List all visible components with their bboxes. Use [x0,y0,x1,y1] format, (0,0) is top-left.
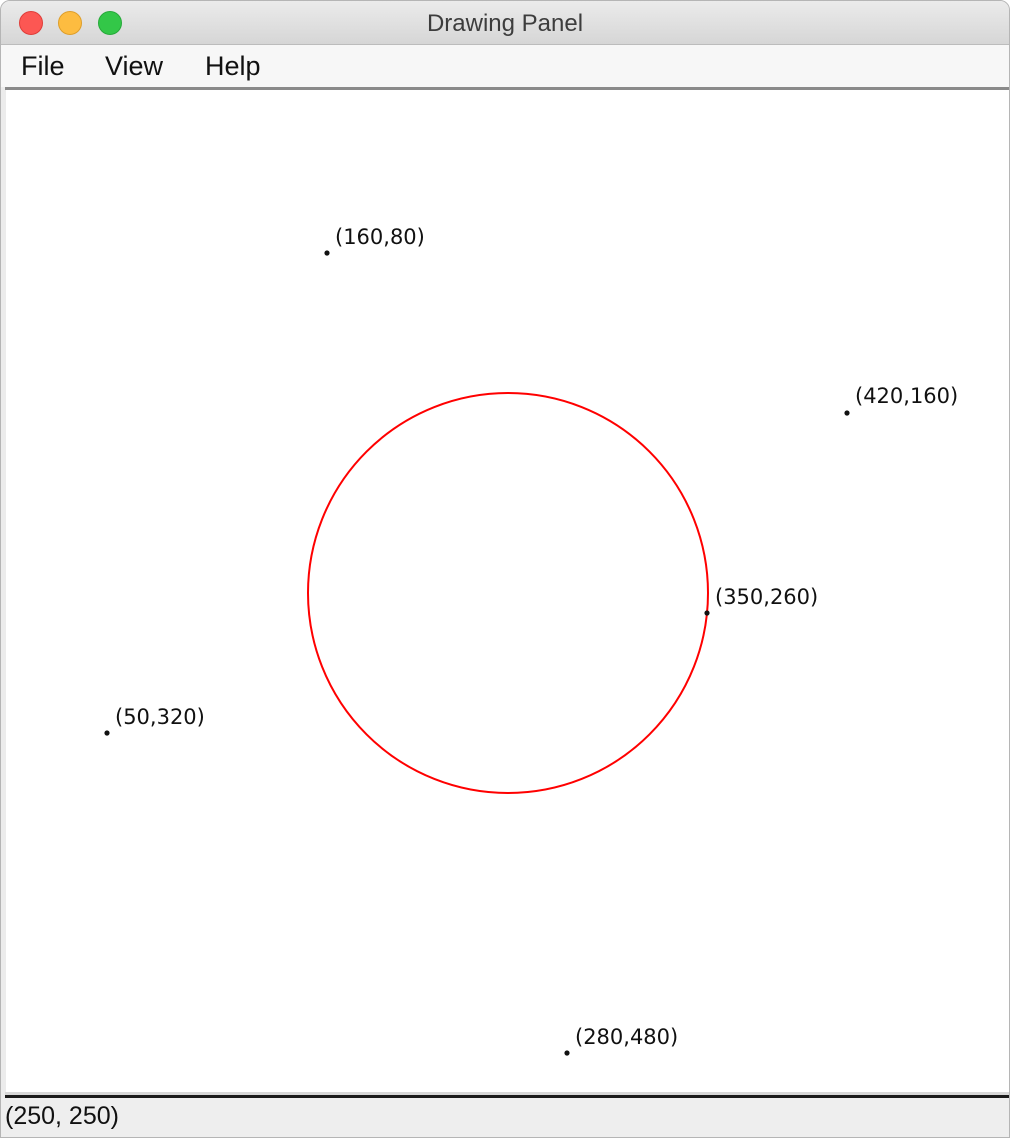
point-label: (280,480) [575,1025,678,1049]
point-marker [844,410,850,416]
window-title: Drawing Panel [426,10,584,37]
minimize-window-button[interactable] [58,11,82,35]
point-group: (50,320) [104,705,205,736]
status-bar: (250, 250) [1,1098,1009,1137]
point-group: (420,160) [844,384,958,416]
red-circle [307,392,709,794]
point-marker [324,250,330,256]
point-marker [104,730,110,736]
menu-bar: File View Help [1,45,1009,87]
menu-file[interactable]: File [21,51,65,81]
point-marker [704,610,710,616]
status-coordinates: (250, 250) [5,1102,119,1130]
point-group: (160,80) [324,225,425,256]
point-label: (50,320) [115,705,205,729]
close-window-button[interactable] [19,11,43,35]
point-label: (420,160) [855,384,958,408]
menu-help[interactable]: Help [205,51,261,81]
point-group: (280,480) [564,1025,678,1056]
point-group: (350,260) [704,585,818,616]
title-bar[interactable]: Drawing Panel [1,1,1009,45]
point-marker [564,1050,570,1056]
zoom-window-button[interactable] [98,11,122,35]
drawing-canvas[interactable]: (160,80) (420,160) (350,260) (50,320) (2… [6,90,1009,1092]
drawing-surface: (160,80) (420,160) (350,260) (50,320) (2… [104,225,958,1056]
status-separator [5,1092,1009,1098]
menu-separator [5,87,1009,90]
menu-view[interactable]: View [105,51,164,81]
point-label: (350,260) [715,585,818,609]
point-label: (160,80) [335,225,425,249]
